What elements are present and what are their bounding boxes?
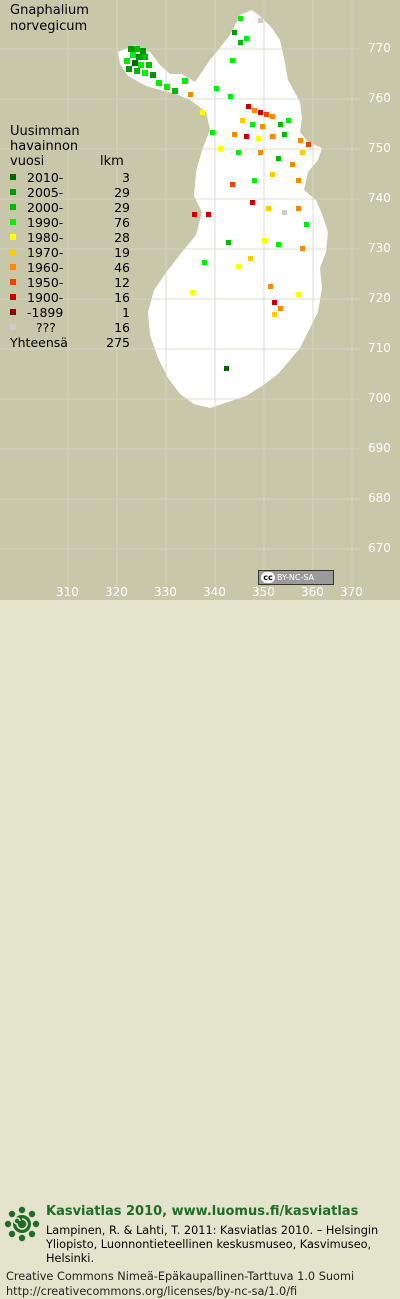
- license-text: Creative Commons Nimeä-Epäkaupallinen-Ta…: [6, 1269, 398, 1299]
- x-axis-label: 350: [252, 585, 275, 599]
- x-axis-label: 330: [154, 585, 177, 599]
- y-axis-label: 710: [368, 341, 391, 355]
- species-title: Gnaphalium norvegicum: [10, 3, 89, 35]
- legend-item: 1960- 46: [10, 260, 130, 275]
- y-axis-label: 760: [368, 91, 391, 105]
- legend-item: ??? 16: [10, 320, 130, 335]
- legend-swatch: [10, 324, 16, 330]
- y-axis-label: 680: [368, 491, 391, 505]
- license-badge-text: BY-NC-SA: [277, 573, 315, 582]
- license-url-link[interactable]: http://creativecommons.org/licenses/by-n…: [6, 1285, 298, 1298]
- legend-item: 2005- 29: [10, 185, 130, 200]
- legend-heading-line1: Uusimman: [10, 124, 80, 139]
- legend-count-heading: lkm: [100, 154, 124, 169]
- y-axis-label: 770: [368, 41, 391, 55]
- legend-swatch: [10, 189, 16, 195]
- legend-item: 1990- 76: [10, 215, 130, 230]
- x-axis-label: 370: [340, 585, 363, 599]
- total-count: 275: [106, 335, 130, 350]
- legend-item: 1980- 28: [10, 230, 130, 245]
- y-axis-label: 730: [368, 241, 391, 255]
- y-axis-label: 720: [368, 291, 391, 305]
- species-title-line2: norvegicum: [10, 19, 88, 34]
- legend-heading: Uusimman havainnon vuosi lkm: [10, 124, 124, 169]
- legend-total: Yhteensä 275: [10, 335, 130, 350]
- kasviatlas-logo-icon: [4, 1206, 40, 1242]
- x-axis-label: 320: [105, 585, 128, 599]
- creative-commons-icon: cc: [261, 572, 275, 583]
- x-axis-label: 360: [301, 585, 324, 599]
- species-title-line1: Gnaphalium: [10, 3, 89, 18]
- x-axis-label: 340: [203, 585, 226, 599]
- legend-swatch: [10, 204, 16, 210]
- legend-swatch: [10, 219, 16, 225]
- y-axis-label: 740: [368, 191, 391, 205]
- finland-outline-map: [0, 0, 360, 585]
- legend-swatch: [10, 249, 16, 255]
- grid-lines: [0, 0, 360, 585]
- observation-squares: [124, 16, 311, 371]
- legend-item: 2000- 29: [10, 200, 130, 215]
- legend-item: 1900- 16: [10, 290, 130, 305]
- legend-swatch: [10, 264, 16, 270]
- legend-item: -1899 1: [10, 305, 130, 320]
- distribution-map: Gnaphalium norvegicum Uusimman havainnon…: [0, 0, 400, 600]
- finland-landmass: [118, 10, 328, 408]
- legend-heading-line2: havainnon: [10, 139, 79, 154]
- legend-swatch: [10, 309, 16, 315]
- legend-swatch: [10, 279, 16, 285]
- legend-swatch: [10, 174, 16, 180]
- total-label: Yhteensä: [10, 335, 68, 350]
- legend-item: 1970- 19: [10, 245, 130, 260]
- footer: Kasviatlas 2010, www.luomus.fi/kasviatla…: [0, 600, 400, 1298]
- x-axis-label: 310: [56, 585, 79, 599]
- legend-item: 2010- 3: [10, 170, 130, 185]
- legend-item: 1950- 12: [10, 275, 130, 290]
- citation-text: Lampinen, R. & Lahti, T. 2011: Kasviatla…: [46, 1224, 379, 1265]
- y-axis-label: 750: [368, 141, 391, 155]
- legend-swatch: [10, 294, 16, 300]
- license-line1: Creative Commons Nimeä-Epäkaupallinen-Ta…: [6, 1270, 355, 1283]
- y-axis-label: 670: [368, 541, 391, 555]
- site-title-link[interactable]: Kasviatlas 2010, www.luomus.fi/kasviatla…: [46, 1204, 359, 1219]
- legend-heading-line3: vuosi: [10, 154, 45, 169]
- cc-license-badge[interactable]: cc BY-NC-SA: [258, 570, 334, 585]
- y-axis-label: 690: [368, 441, 391, 455]
- y-axis-label: 700: [368, 391, 391, 405]
- legend-swatch: [10, 234, 16, 240]
